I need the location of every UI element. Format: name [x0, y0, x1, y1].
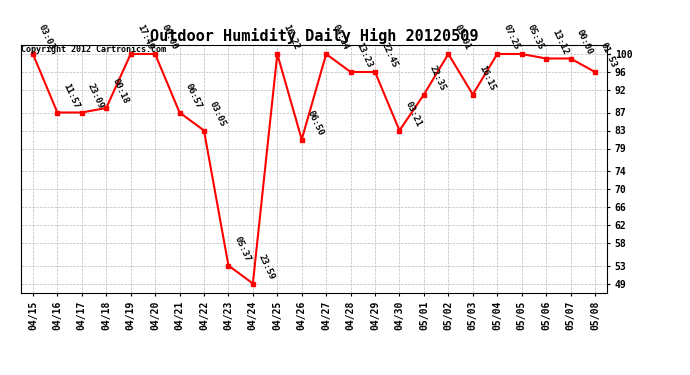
Text: 11:57: 11:57 — [61, 81, 81, 110]
Text: 22:45: 22:45 — [380, 41, 399, 69]
Text: 13:12: 13:12 — [550, 27, 570, 56]
Text: 01:53: 01:53 — [599, 41, 619, 69]
Text: 05:37: 05:37 — [233, 234, 252, 263]
Text: 00:00: 00:00 — [159, 23, 179, 51]
Text: 13:23: 13:23 — [355, 41, 374, 69]
Text: 05:35: 05:35 — [526, 23, 545, 51]
Text: 16:22: 16:22 — [282, 23, 301, 51]
Text: 22:35: 22:35 — [428, 63, 448, 92]
Text: 03:01: 03:01 — [453, 23, 472, 51]
Text: 00:00: 00:00 — [575, 27, 594, 56]
Text: 03:21: 03:21 — [404, 99, 423, 128]
Text: 16:15: 16:15 — [477, 63, 497, 92]
Text: 23:09: 23:09 — [86, 81, 106, 110]
Text: 03:05: 03:05 — [208, 99, 228, 128]
Text: 07:25: 07:25 — [502, 23, 521, 51]
Text: Copyright 2012 Cartronics.com: Copyright 2012 Cartronics.com — [21, 45, 166, 54]
Text: 17:49: 17:49 — [135, 23, 155, 51]
Text: 00:18: 00:18 — [110, 77, 130, 105]
Text: 06:57: 06:57 — [184, 81, 204, 110]
Text: 23:59: 23:59 — [257, 252, 277, 281]
Text: 06:50: 06:50 — [306, 108, 326, 137]
Text: 03:03: 03:03 — [37, 23, 57, 51]
Title: Outdoor Humidity Daily High 20120509: Outdoor Humidity Daily High 20120509 — [150, 28, 478, 44]
Text: 04:24: 04:24 — [331, 23, 350, 51]
